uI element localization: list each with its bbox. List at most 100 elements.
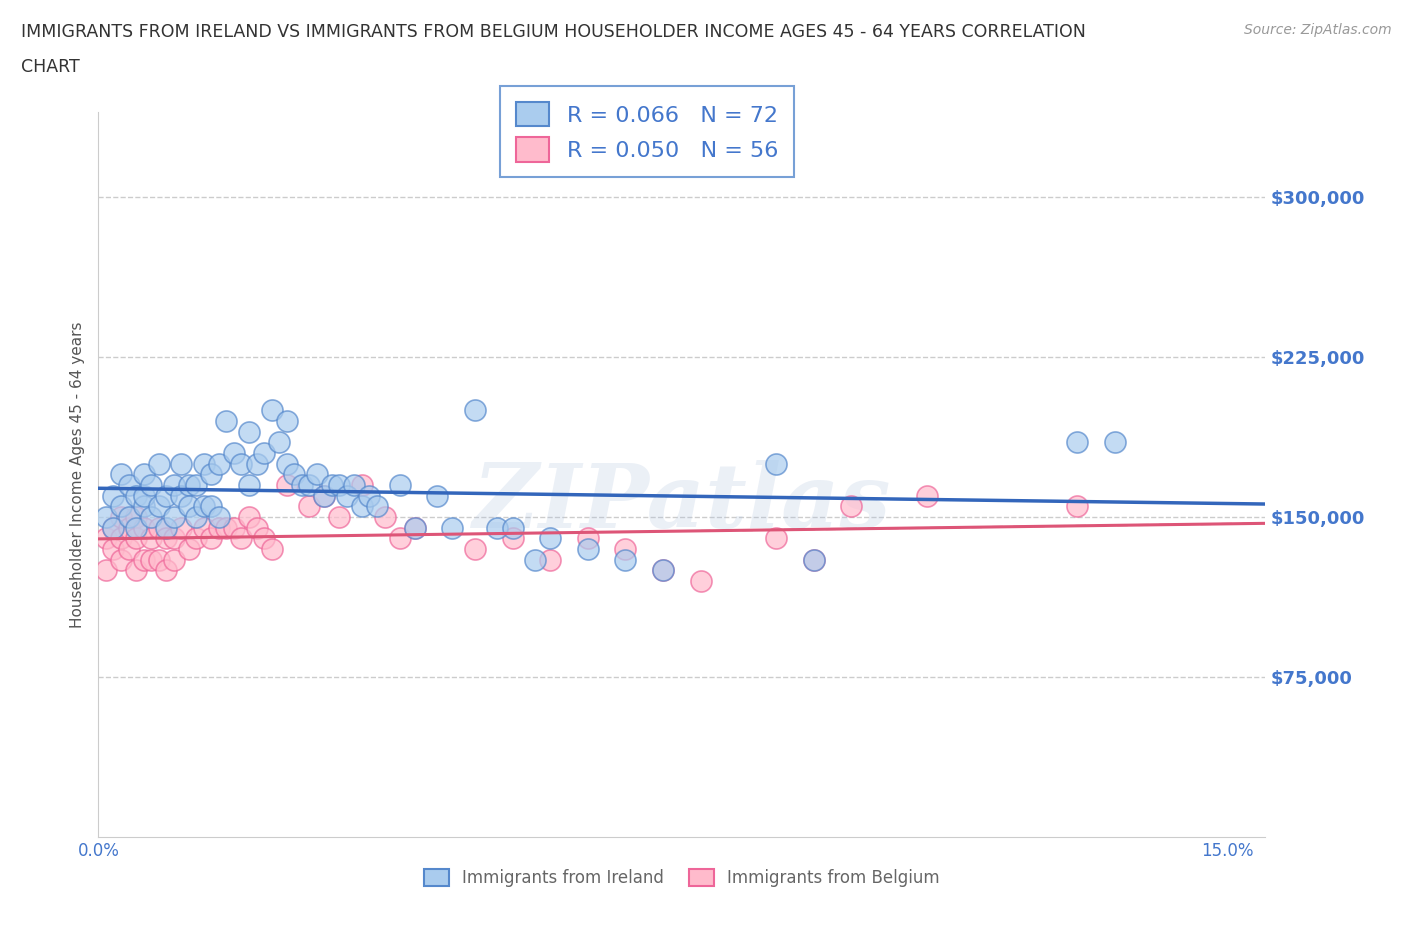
Point	[314, 488, 336, 503]
Point	[200, 467, 222, 482]
Y-axis label: Householder Income Ages 45 - 64 years: Householder Income Ages 45 - 64 years	[69, 321, 84, 628]
Point	[163, 477, 186, 492]
Point	[231, 457, 253, 472]
Point	[245, 457, 267, 472]
Point	[208, 510, 231, 525]
Point	[103, 520, 125, 535]
Point	[200, 498, 222, 513]
Point	[132, 552, 155, 567]
Text: CHART: CHART	[21, 58, 80, 75]
Point	[186, 510, 208, 525]
Point	[328, 510, 350, 525]
Point	[125, 488, 148, 503]
Point	[652, 563, 675, 578]
Point	[366, 498, 388, 513]
Point	[336, 488, 359, 503]
Point	[148, 457, 170, 472]
Point	[208, 520, 231, 535]
Point	[103, 541, 125, 556]
Point	[803, 552, 825, 567]
Point	[155, 531, 177, 546]
Point	[298, 498, 321, 513]
Point	[132, 488, 155, 503]
Point	[373, 510, 395, 525]
Point	[486, 520, 509, 535]
Point	[177, 541, 200, 556]
Point	[125, 520, 148, 535]
Point	[125, 531, 148, 546]
Point	[193, 457, 215, 472]
Point	[132, 520, 155, 535]
Point	[238, 477, 260, 492]
Point	[839, 498, 862, 513]
Point	[186, 531, 208, 546]
Point	[652, 563, 675, 578]
Point	[321, 477, 343, 492]
Point	[276, 477, 298, 492]
Point	[117, 520, 139, 535]
Point	[170, 488, 193, 503]
Point	[139, 552, 162, 567]
Point	[502, 531, 524, 546]
Point	[388, 531, 411, 546]
Point	[343, 477, 366, 492]
Point	[803, 552, 825, 567]
Point	[155, 563, 177, 578]
Point	[314, 488, 336, 503]
Point	[222, 520, 245, 535]
Point	[260, 403, 283, 418]
Point	[110, 467, 132, 482]
Point	[426, 488, 449, 503]
Point	[388, 477, 411, 492]
Point	[283, 467, 305, 482]
Point	[276, 414, 298, 429]
Point	[765, 457, 787, 472]
Point	[139, 477, 162, 492]
Point	[298, 477, 321, 492]
Text: ZIPatlas: ZIPatlas	[474, 460, 890, 547]
Point	[524, 552, 547, 567]
Point	[117, 477, 139, 492]
Point	[576, 541, 599, 556]
Point	[269, 435, 291, 450]
Point	[350, 498, 373, 513]
Point	[915, 488, 938, 503]
Point	[231, 531, 253, 546]
Point	[132, 467, 155, 482]
Point	[404, 520, 426, 535]
Point	[238, 424, 260, 439]
Point	[170, 520, 193, 535]
Point	[502, 520, 524, 535]
Point	[208, 457, 231, 472]
Point	[186, 477, 208, 492]
Point	[94, 531, 117, 546]
Point	[614, 552, 637, 567]
Point	[103, 520, 125, 535]
Point	[117, 541, 139, 556]
Point	[163, 552, 186, 567]
Point	[110, 498, 132, 513]
Point	[110, 531, 132, 546]
Point	[245, 520, 267, 535]
Point	[148, 498, 170, 513]
Point	[215, 520, 238, 535]
Text: IMMIGRANTS FROM IRELAND VS IMMIGRANTS FROM BELGIUM HOUSEHOLDER INCOME AGES 45 - : IMMIGRANTS FROM IRELAND VS IMMIGRANTS FR…	[21, 23, 1085, 41]
Point	[1066, 435, 1088, 450]
Point	[117, 510, 139, 525]
Point	[215, 414, 238, 429]
Point	[1066, 498, 1088, 513]
Point	[193, 498, 215, 513]
Point	[305, 467, 328, 482]
Point	[359, 488, 381, 503]
Point	[177, 477, 200, 492]
Point	[350, 477, 373, 492]
Point	[441, 520, 464, 535]
Point	[148, 552, 170, 567]
Point	[614, 541, 637, 556]
Point	[139, 510, 162, 525]
Text: Source: ZipAtlas.com: Source: ZipAtlas.com	[1244, 23, 1392, 37]
Point	[689, 574, 711, 589]
Point	[576, 531, 599, 546]
Point	[125, 563, 148, 578]
Point	[139, 531, 162, 546]
